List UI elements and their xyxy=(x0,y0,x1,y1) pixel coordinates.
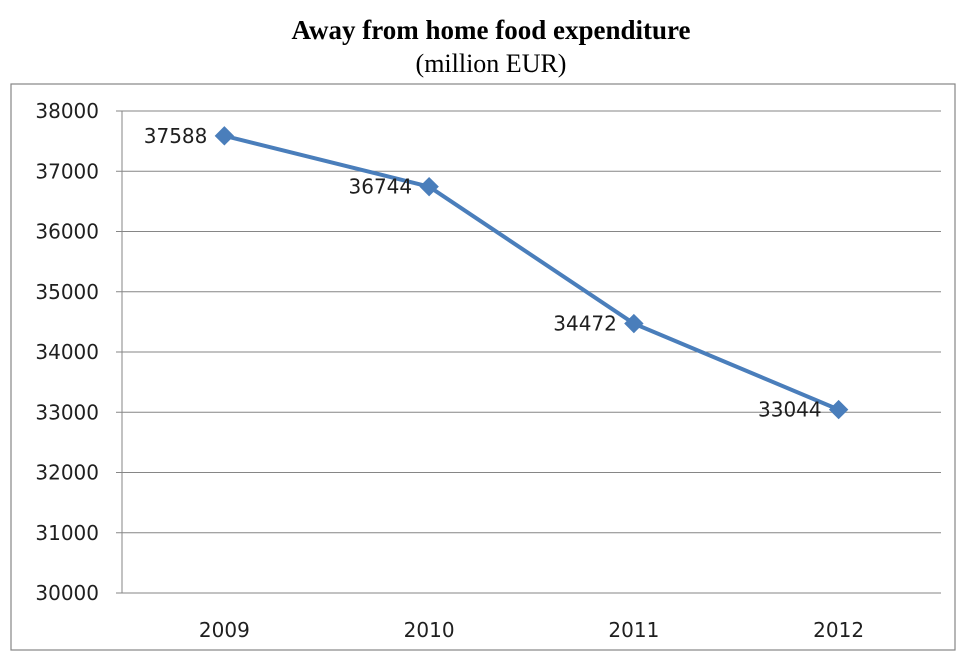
data-point-2010 xyxy=(419,176,439,197)
chart-area-border xyxy=(10,83,956,651)
chart-subtitle: (million EUR) xyxy=(416,49,567,78)
y-tick-label: 35000 xyxy=(35,280,99,304)
x-tick-label: 2010 xyxy=(404,618,455,642)
data-label-2009: 37588 xyxy=(144,124,208,148)
data-label-2012: 33044 xyxy=(758,398,822,422)
y-axis-ticks: 30000 31000 32000 33000 34000 35000 36000 37000… xyxy=(35,99,122,605)
gridlines xyxy=(122,110,941,594)
y-tick-label: 30000 xyxy=(35,581,99,605)
data-point-2011 xyxy=(624,313,644,334)
y-tick-label: 31000 xyxy=(35,521,99,545)
y-tick-label: 37000 xyxy=(35,159,99,183)
data-point-2009 xyxy=(214,126,235,146)
series-line xyxy=(222,133,841,412)
y-tick-label: 38000 xyxy=(35,99,99,123)
y-tick-label: 32000 xyxy=(35,461,99,485)
y-tick-label: 34000 xyxy=(35,340,99,364)
data-point-2012 xyxy=(828,399,849,420)
y-tick-label: 33000 xyxy=(35,400,99,424)
series-layer xyxy=(214,126,849,420)
x-tick-label: 2009 xyxy=(199,618,250,642)
x-tick-label: 2011 xyxy=(608,618,659,642)
data-labels: 37588 36744 34472 33044 xyxy=(144,124,822,422)
data-label-2011: 34472 xyxy=(553,312,617,336)
x-axis-ticks: 2009 2010 2011 2012 xyxy=(199,618,864,642)
data-label-2010: 36744 xyxy=(349,175,413,199)
chart-title: Away from home food expenditure xyxy=(292,15,691,45)
y-tick-label: 36000 xyxy=(35,220,99,244)
x-tick-label: 2012 xyxy=(813,618,864,642)
